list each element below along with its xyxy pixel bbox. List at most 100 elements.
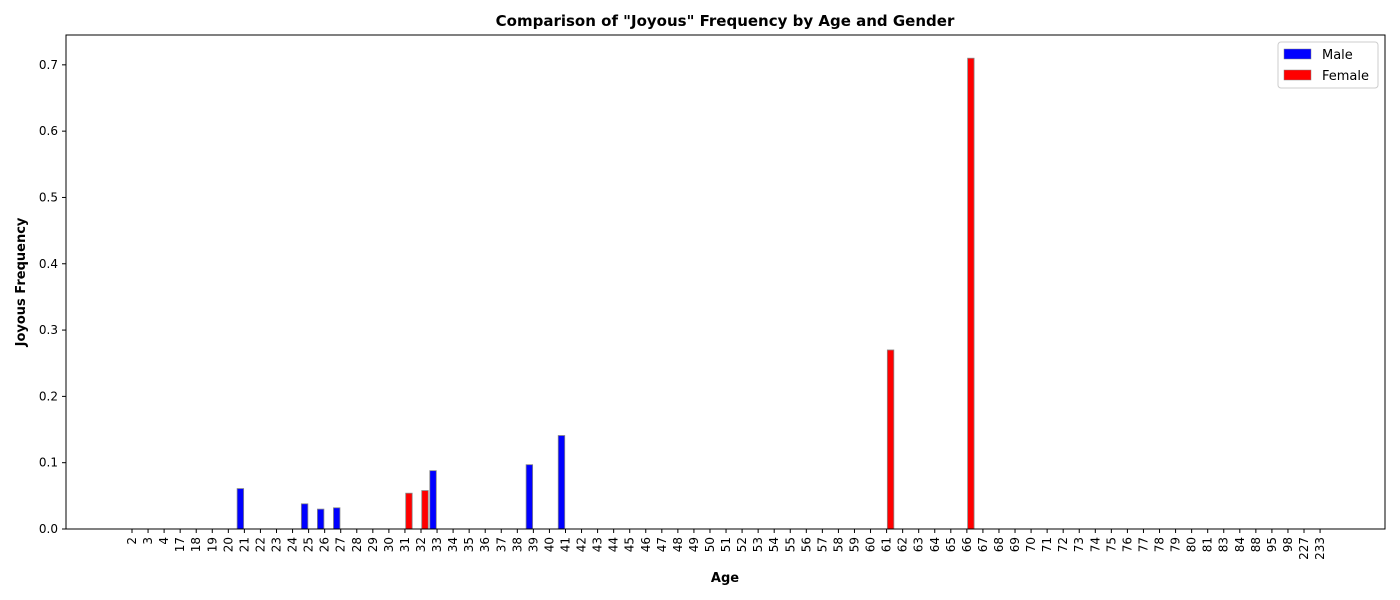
x-tick-label: 36: [478, 537, 492, 552]
x-tick-label: 66: [960, 537, 974, 552]
x-tick-label: 67: [976, 537, 990, 552]
x-tick-label: 54: [767, 537, 781, 552]
x-tick-label: 24: [286, 537, 300, 552]
y-tick-label: 0.3: [39, 323, 58, 337]
x-tick-label: 95: [1265, 537, 1279, 552]
x-tick-label: 79: [1169, 537, 1183, 552]
plot-frame: [65, 34, 1386, 530]
x-tick-label: 70: [1024, 537, 1038, 552]
bar-female-age-32: [421, 490, 429, 530]
y-tick-label: 0.2: [39, 389, 58, 403]
bars-group: [236, 57, 975, 530]
x-tick-label: 35: [462, 537, 476, 552]
x-tick-label: 48: [671, 537, 685, 552]
y-tick-label: 0.6: [39, 124, 58, 138]
x-tick-label: 233: [1313, 537, 1327, 560]
bar-male-age-41: [557, 435, 566, 530]
y-tick-label: 0.0: [39, 522, 58, 536]
x-tick-label: 40: [542, 537, 556, 552]
x-tick-label: 25: [302, 537, 316, 552]
x-tick-label: 56: [799, 537, 813, 552]
x-tick-label: 30: [382, 537, 396, 552]
x-tick-label: 77: [1136, 537, 1150, 552]
x-tick-label: 62: [896, 537, 910, 552]
x-tick-label: 27: [334, 537, 348, 552]
x-tick-label: 58: [831, 537, 845, 552]
bar-female-age-66: [967, 57, 975, 530]
bar-female-age-31: [405, 492, 413, 530]
x-tick-label: 68: [992, 537, 1006, 552]
legend-swatch-male: [1283, 48, 1312, 60]
x-tick-label: 17: [173, 537, 187, 552]
x-tick-label: 64: [928, 537, 942, 552]
y-tick-label: 0.1: [39, 456, 58, 470]
x-tick-label: 31: [398, 537, 412, 552]
legend-label-female: Female: [1322, 69, 1369, 84]
x-tick-label: 34: [446, 537, 460, 552]
bar-female-age-61: [886, 349, 895, 530]
x-tick-label: 20: [221, 537, 235, 552]
x-tick-label: 51: [719, 537, 733, 552]
bar-male-age-39: [525, 464, 534, 530]
x-tick-label: 42: [575, 537, 589, 552]
x-axis-label: Age: [711, 571, 739, 586]
x-tick-label: 41: [558, 537, 572, 552]
bar-male-age-25: [300, 503, 309, 530]
x-tick-label: 49: [687, 537, 701, 552]
x-tick-label: 76: [1120, 537, 1134, 552]
x-tick-label: 71: [1040, 537, 1054, 552]
x-tick-label: 38: [510, 537, 524, 552]
x-tick-label: 80: [1185, 537, 1199, 552]
x-tick-label: 23: [269, 537, 283, 552]
y-axis: 0.0 0.1 0.2 0.3 0.4 0.5 0.6 0.7: [39, 58, 66, 536]
y-tick-label: 0.5: [39, 190, 58, 204]
x-tick-label: 43: [591, 537, 605, 552]
legend: Male Female: [1277, 41, 1379, 89]
x-tick-label: 22: [253, 537, 267, 552]
x-tick-label: 84: [1233, 537, 1247, 552]
x-tick-label: 3: [141, 537, 155, 545]
legend-swatch-female: [1283, 69, 1312, 81]
x-tick-label: 74: [1088, 537, 1102, 552]
x-tick-label: 75: [1104, 537, 1118, 552]
x-tick-label: 2: [125, 537, 139, 545]
x-tick-label: 98: [1281, 537, 1295, 552]
x-tick-label: 60: [864, 537, 878, 552]
x-tick-label: 26: [318, 537, 332, 552]
x-tick-label: 47: [655, 537, 669, 552]
x-tick-label: 57: [815, 537, 829, 552]
x-tick-label: 33: [430, 537, 444, 552]
x-tick-label: 32: [414, 537, 428, 552]
bar-male-age-27: [333, 507, 341, 530]
bar-male-age-21: [236, 488, 245, 530]
y-tick-label: 0.7: [39, 58, 58, 72]
bar-male-age-33: [429, 470, 437, 530]
x-tick-label: 46: [639, 537, 653, 552]
x-tick-label: 227: [1297, 537, 1311, 560]
x-tick-label: 53: [751, 537, 765, 552]
x-tick-label: 28: [350, 537, 364, 552]
x-tick-label: 19: [205, 537, 219, 552]
x-tick-label: 37: [494, 537, 508, 552]
y-axis-label: Joyous Frequency: [14, 217, 29, 347]
x-axis: 2 3 4 17 18 19 20 21 22 23 24 25 26 27 28 29 30 31 32 33 34 3…: [125, 529, 1327, 560]
x-tick-label: 29: [366, 537, 380, 552]
bar-male-age-26: [317, 508, 325, 530]
x-tick-label: 21: [237, 537, 251, 552]
x-tick-label: 44: [607, 537, 621, 552]
x-tick-label: 55: [783, 537, 797, 552]
x-tick-label: 65: [944, 537, 958, 552]
x-tick-label: 18: [189, 537, 203, 552]
x-tick-label: 72: [1056, 537, 1070, 552]
x-tick-label: 4: [157, 537, 171, 545]
y-tick-label: 0.4: [39, 257, 58, 271]
x-tick-label: 78: [1153, 537, 1167, 552]
x-tick-label: 88: [1249, 537, 1263, 552]
x-tick-label: 63: [912, 537, 926, 552]
x-tick-label: 52: [735, 537, 749, 552]
x-tick-label: 45: [623, 537, 637, 552]
x-tick-label: 73: [1072, 537, 1086, 552]
x-tick-label: 39: [526, 537, 540, 552]
chart-title: Comparison of "Joyous" Frequency by Age …: [496, 12, 955, 30]
